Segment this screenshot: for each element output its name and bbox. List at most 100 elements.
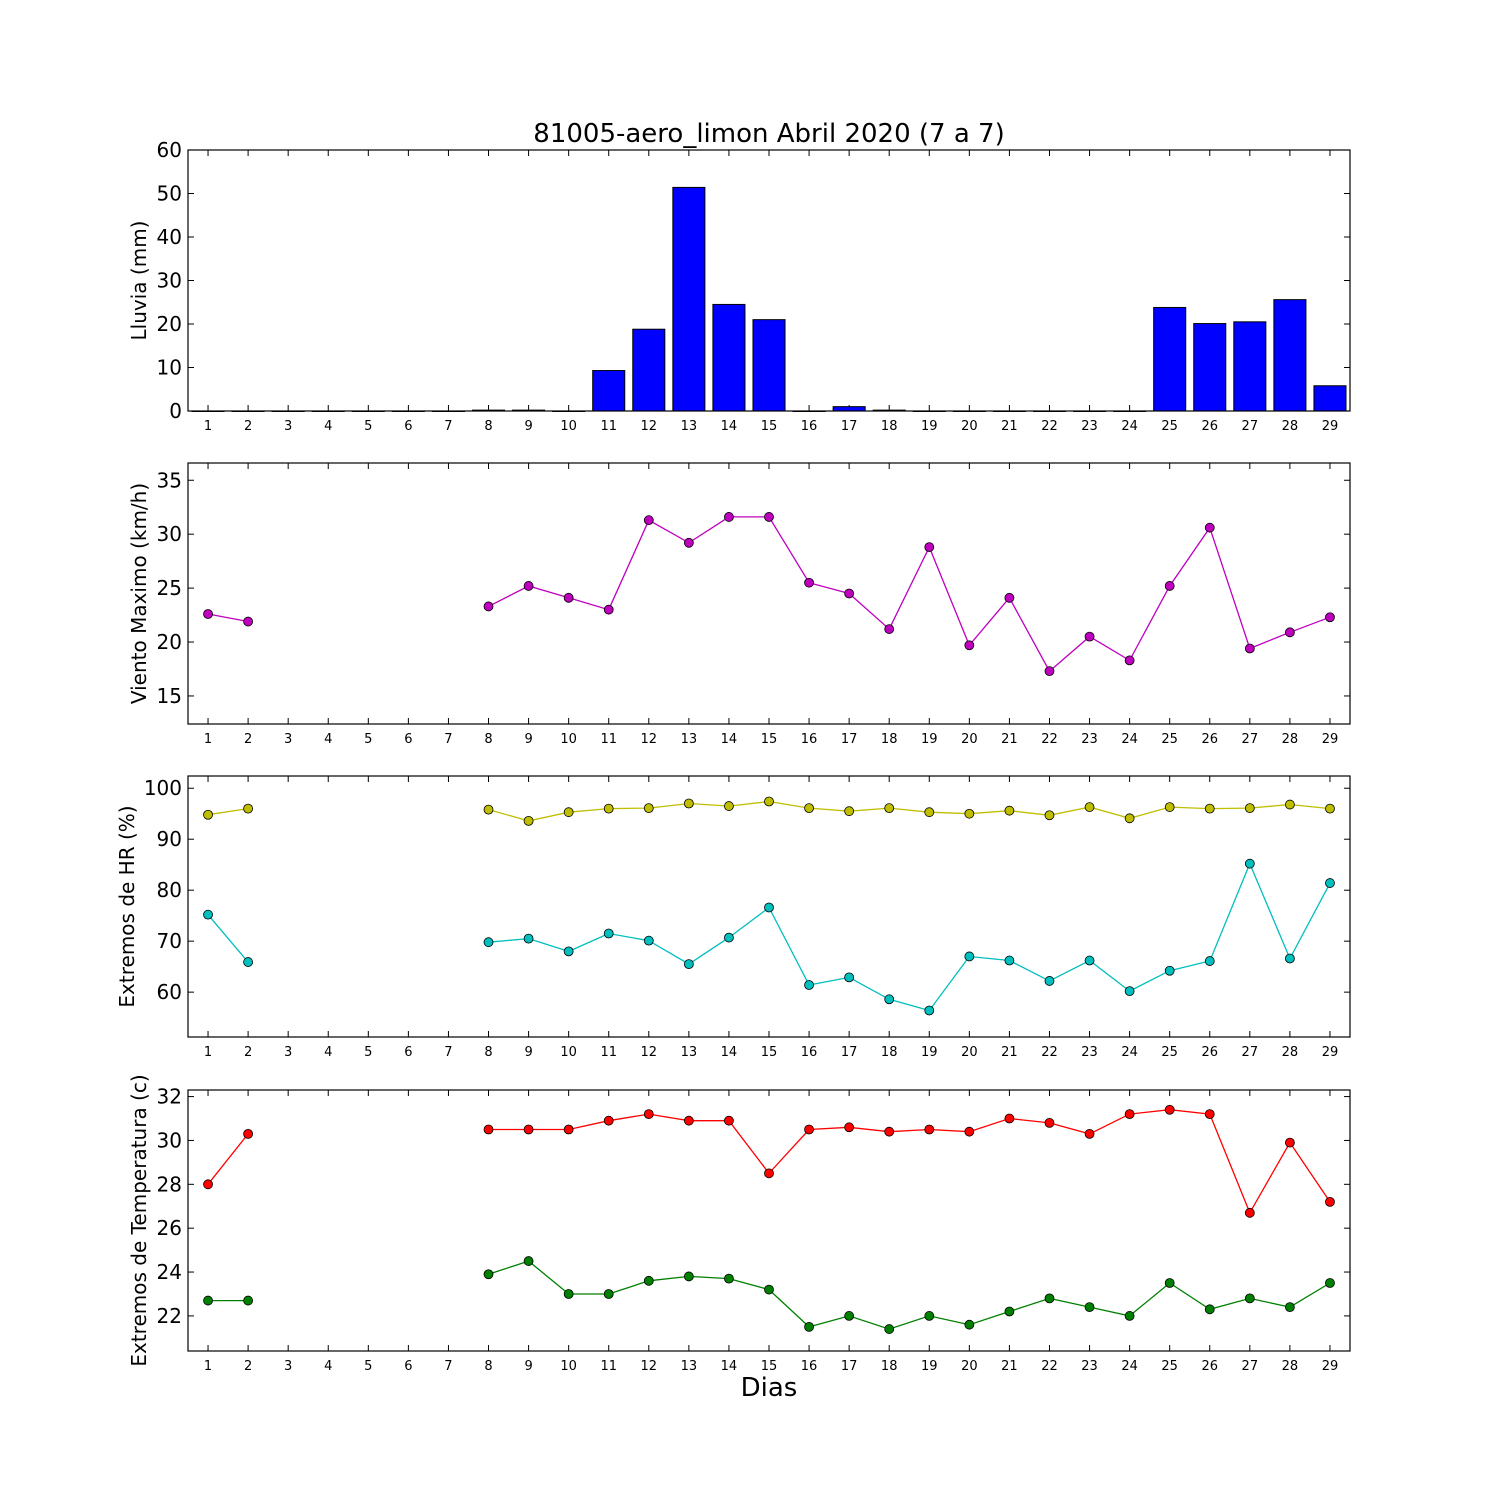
xtick-label: 13 (681, 419, 698, 434)
data-point (603, 1115, 614, 1126)
xtick-label: 9 (524, 1359, 532, 1374)
xtick-label: 18 (881, 1045, 898, 1060)
data-point (523, 933, 534, 944)
figure-title: 81005-aero_limon Abril 2020 (7 a 7) (533, 119, 1004, 149)
ytick-label: 28 (157, 1172, 182, 1196)
y-axis-label: Extremos de HR (%) (115, 805, 139, 1007)
data-point (563, 946, 574, 957)
data-point (1284, 953, 1295, 964)
xtick-label: 11 (600, 419, 617, 434)
ytick-label: 24 (157, 1260, 182, 1284)
data-point (724, 801, 734, 811)
data-point (924, 1005, 935, 1016)
series-line (488, 800, 1331, 822)
data-point (683, 537, 694, 548)
xtick-label: 7 (444, 732, 452, 747)
xtick-label: 17 (841, 1045, 858, 1060)
data-point (683, 1115, 694, 1126)
data-point (603, 1289, 614, 1299)
ytick-label: 22 (157, 1304, 182, 1328)
data-point (724, 1273, 734, 1284)
ytick-label: 80 (157, 878, 182, 902)
xtick-label: 18 (881, 732, 898, 747)
data-point (924, 542, 935, 553)
xtick-label: 23 (1081, 1359, 1098, 1374)
xtick-label: 10 (560, 1045, 577, 1060)
xtick-label: 21 (1001, 1045, 1018, 1060)
xtick-label: 28 (1282, 1359, 1299, 1374)
data-point (884, 1126, 895, 1137)
data-point (643, 1109, 654, 1120)
xtick-label: 19 (921, 1359, 938, 1374)
xtick-label: 26 (1201, 1359, 1218, 1374)
xtick-label: 17 (841, 419, 858, 434)
data-point (764, 1168, 774, 1179)
xtick-label: 26 (1201, 419, 1218, 434)
xtick-label: 26 (1201, 732, 1218, 747)
xtick-label: 5 (364, 732, 372, 747)
series-line (488, 1260, 1331, 1330)
ytick-label: 30 (157, 1128, 182, 1152)
xtick-label: 19 (921, 1045, 938, 1060)
xtick-label: 3 (284, 1359, 292, 1374)
data-point (1284, 799, 1295, 810)
bar (672, 186, 706, 412)
ytick-label: 100 (144, 776, 182, 800)
xtick-label: 24 (1121, 1045, 1138, 1060)
xtick-label: 14 (721, 419, 738, 434)
ytick-label: 32 (157, 1085, 182, 1109)
xtick-label: 28 (1282, 419, 1299, 434)
xtick-label: 3 (284, 1045, 292, 1060)
ytick-label: 25 (157, 576, 182, 600)
xtick-label: 28 (1282, 732, 1299, 747)
xtick-label: 13 (681, 1359, 698, 1374)
data-point (1044, 666, 1055, 677)
ytick-label: 15 (157, 684, 182, 708)
data-point (1124, 813, 1135, 824)
xtick-label: 25 (1161, 1045, 1178, 1060)
xtick-label: 23 (1081, 419, 1098, 434)
xtick-label: 22 (1041, 1359, 1058, 1374)
xtick-label: 19 (921, 732, 938, 747)
data-point (1325, 1196, 1335, 1207)
data-point (1244, 1293, 1255, 1304)
xtick-label: 9 (524, 419, 532, 434)
data-point (844, 1122, 855, 1133)
data-point (884, 994, 895, 1005)
data-point (924, 807, 935, 818)
xtick-label: 9 (524, 1045, 532, 1060)
xtick-label: 24 (1121, 732, 1138, 747)
xtick-label: 17 (841, 1359, 858, 1374)
xtick-label: 3 (284, 419, 292, 434)
xtick-label: 21 (1001, 1359, 1018, 1374)
data-point (243, 1295, 254, 1306)
x-axis-label: Dias (741, 1373, 798, 1403)
plot-frame (187, 462, 1351, 725)
data-point (964, 951, 975, 962)
xtick-label: 29 (1322, 1359, 1339, 1374)
xtick-label: 14 (721, 1359, 738, 1374)
xtick-label: 14 (721, 732, 738, 747)
xtick-label: 29 (1322, 419, 1339, 434)
data-point (1044, 810, 1055, 821)
xtick-label: 21 (1001, 419, 1018, 434)
y-axis-label: Lluvia (mm) (127, 221, 151, 341)
data-point (483, 937, 494, 948)
bar (1193, 323, 1227, 412)
data-point (1084, 955, 1095, 966)
xtick-label: 25 (1161, 1359, 1178, 1374)
bar (1233, 321, 1267, 412)
data-point (724, 932, 734, 943)
data-point (1084, 802, 1095, 812)
xtick-label: 20 (961, 1045, 978, 1060)
data-point (243, 957, 254, 967)
ytick-label: 30 (157, 269, 182, 293)
xtick-label: 9 (524, 732, 532, 747)
xtick-label: 4 (324, 732, 332, 747)
xtick-label: 15 (761, 419, 778, 434)
series-line (488, 862, 1331, 1012)
data-point (1244, 1207, 1255, 1218)
data-point (764, 1284, 774, 1295)
xtick-label: 6 (404, 1045, 412, 1060)
